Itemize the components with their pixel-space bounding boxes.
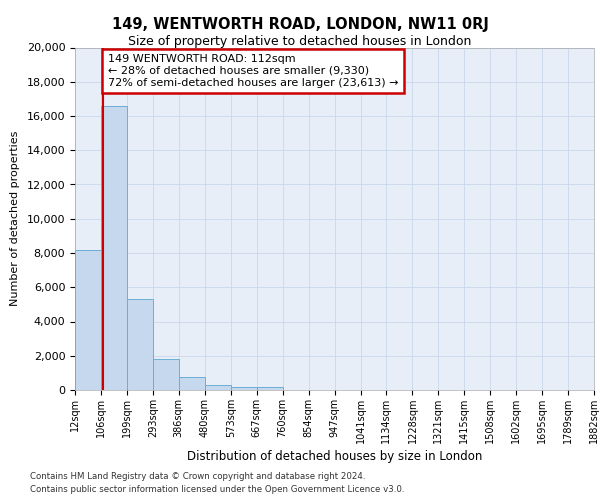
Text: 149 WENTWORTH ROAD: 112sqm
← 28% of detached houses are smaller (9,330)
72% of s: 149 WENTWORTH ROAD: 112sqm ← 28% of deta… — [108, 54, 398, 88]
Bar — [257, 386, 283, 390]
Bar — [205, 385, 230, 390]
Text: Contains public sector information licensed under the Open Government Licence v3: Contains public sector information licen… — [30, 484, 404, 494]
Bar — [179, 377, 205, 390]
Bar — [75, 250, 101, 390]
Text: Contains HM Land Registry data © Crown copyright and database right 2024.: Contains HM Land Registry data © Crown c… — [30, 472, 365, 481]
Text: 149, WENTWORTH ROAD, LONDON, NW11 0RJ: 149, WENTWORTH ROAD, LONDON, NW11 0RJ — [112, 18, 488, 32]
Bar — [230, 386, 257, 390]
Y-axis label: Number of detached properties: Number of detached properties — [10, 131, 20, 306]
Bar — [127, 299, 153, 390]
Text: Size of property relative to detached houses in London: Size of property relative to detached ho… — [128, 35, 472, 48]
Bar — [153, 359, 179, 390]
Bar — [101, 106, 127, 390]
X-axis label: Distribution of detached houses by size in London: Distribution of detached houses by size … — [187, 450, 482, 463]
